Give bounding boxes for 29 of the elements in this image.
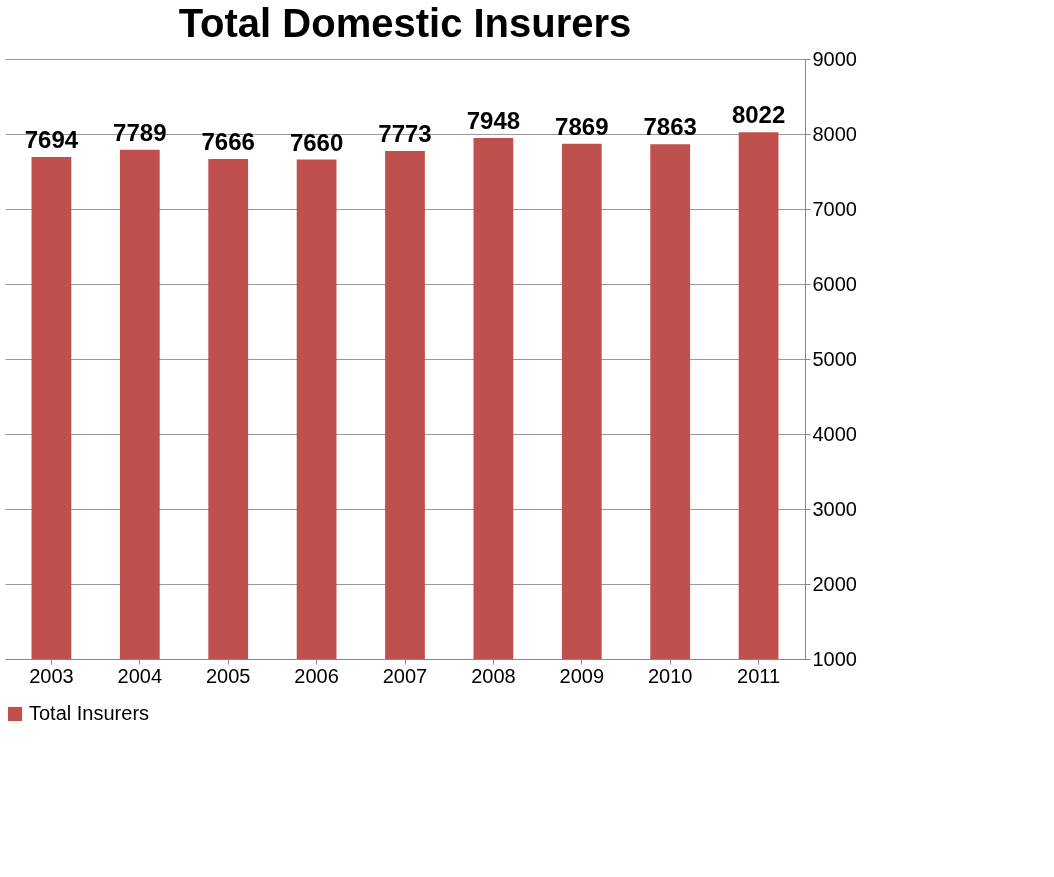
x-tick-label: 2011 [737,664,781,687]
data-label: 8022 [731,101,786,129]
x-tick-label: 2010 [647,664,693,687]
y-tick-label: 1000 [812,647,857,670]
data-label: 7948 [466,106,521,134]
y-tick-label: 6000 [812,272,857,295]
y-tick-label: 2000 [812,572,857,595]
x-tick-label: 2009 [559,664,605,687]
y-tick-label: 5000 [812,347,857,370]
legend-label: Total Insurers [29,702,150,724]
data-label: 7789 [113,118,167,146]
data-label: 7773 [378,120,432,148]
x-tick-label: 2008 [471,664,516,687]
data-label: 7863 [643,113,697,141]
y-tick-label: 4000 [812,422,857,445]
x-tick-label: 2004 [117,664,163,687]
data-label: 7694 [24,125,79,153]
x-tick-label: 2003 [29,664,74,687]
y-tick-label: 3000 [812,497,857,520]
data-label: 7660 [289,128,344,156]
x-tick-label: 2007 [382,664,428,687]
x-tick-label: 2006 [294,664,339,687]
y-tick-label: 7000 [812,197,857,220]
data-label: 7666 [201,128,255,156]
y-tick-label: 9000 [812,47,857,70]
x-tick-label: 2005 [205,664,251,687]
chart-title: Total Domestic Insurers [178,1,632,45]
y-tick-label: 8000 [812,122,857,145]
data-label: 7869 [555,112,609,140]
